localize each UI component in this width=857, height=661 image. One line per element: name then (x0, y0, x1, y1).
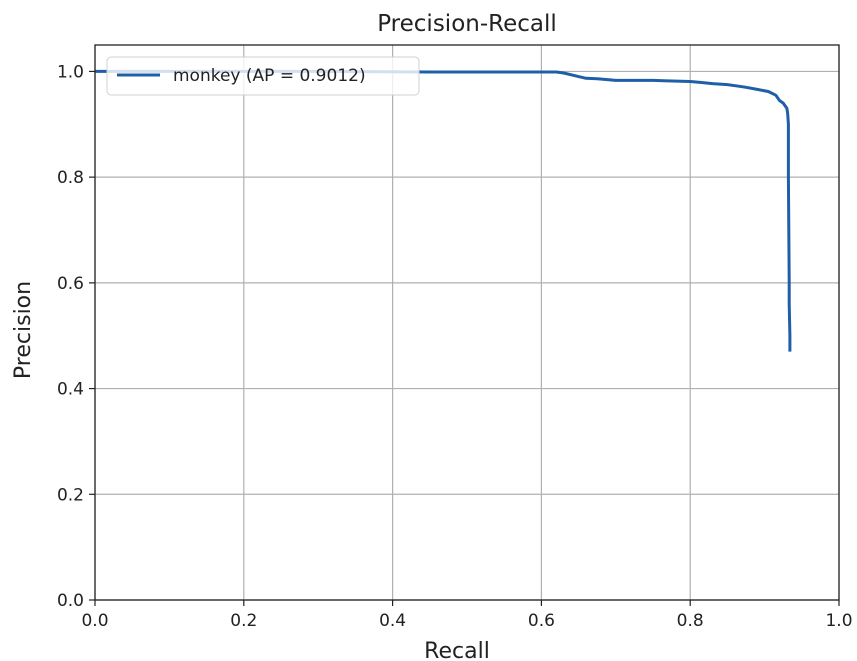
x-tick-label: 0.4 (379, 611, 406, 631)
grid-lines (94, 45, 840, 601)
legend-box (106, 56, 420, 96)
y-tick-label: 0.6 (57, 274, 84, 294)
plot-area-frame (94, 44, 840, 601)
y-tick-label: 1.0 (57, 62, 84, 82)
x-tick-label: 0.2 (230, 611, 257, 631)
x-tick-labels: 0.0 0.2 0.4 0.6 0.8 1.0 (81, 611, 852, 631)
y-axis-label: Precision (11, 281, 36, 379)
series-layer (95, 69, 792, 352)
series-line (95, 69, 792, 352)
tick-marks (89, 70, 840, 606)
legend: monkey (AP = 0.9012) (106, 56, 420, 96)
legend-label: monkey (AP = 0.9012) (173, 66, 366, 86)
x-tick-label: 0.6 (528, 611, 555, 631)
chart-title: Precision-Recall (377, 11, 557, 37)
x-tick-label: 0.8 (677, 611, 704, 631)
x-axis-label: Recall (424, 639, 490, 661)
x-tick-label: 1.0 (825, 611, 852, 631)
x-tick-label: 0.0 (81, 611, 108, 631)
y-tick-label: 0.2 (57, 485, 84, 505)
y-tick-label: 0.0 (57, 591, 84, 611)
y-tick-labels: 0.0 0.2 0.4 0.6 0.8 1.0 (57, 62, 84, 611)
y-tick-label: 0.8 (57, 168, 84, 188)
y-tick-label: 0.4 (57, 380, 84, 400)
